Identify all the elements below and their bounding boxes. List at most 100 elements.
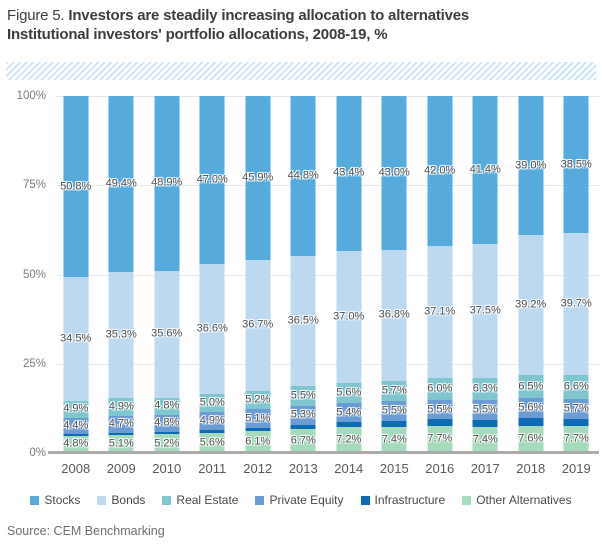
bar-stack	[108, 96, 134, 453]
bar-segment-bonds	[108, 272, 134, 399]
segment-label-bonds: 35.3%	[105, 328, 137, 341]
segment-label-stocks: 42.0%	[424, 164, 456, 177]
bar-segment-bonds	[290, 255, 316, 387]
segment-label-other-alternatives: 5.1%	[108, 437, 134, 450]
bar-segment-other-alternatives	[154, 434, 180, 453]
bar-stack	[472, 96, 498, 453]
bar-segment-private-equity	[245, 409, 271, 428]
figure-title: Figure 5. Investors are steadily increas…	[7, 6, 469, 44]
segment-label-stocks: 44.8%	[287, 169, 319, 182]
bar-segment-stocks	[427, 96, 453, 246]
segment-label-other-alternatives: 7.4%	[472, 433, 498, 446]
bar-stack	[290, 96, 316, 453]
legend: Stocks Bonds Real Estate Private Equity Infr…	[0, 493, 602, 507]
bar-segment-stocks	[518, 96, 544, 236]
legend-label-private-equity: Private Equity	[269, 493, 344, 507]
segment-label-private-equity: 5.3%	[290, 408, 316, 421]
segment-label-bonds: 34.5%	[60, 332, 92, 345]
y-axis-tick-25: 25%	[22, 357, 46, 370]
segment-label-other-alternatives: 7.4%	[381, 433, 407, 446]
x-axis-label-2008: 2008	[61, 461, 91, 476]
segment-label-private-equity: 5.4%	[336, 406, 362, 419]
bar-segment-stocks	[154, 96, 180, 271]
segment-label-real-estate: 5.5%	[290, 389, 316, 402]
bar-stack	[427, 96, 453, 453]
bar-segment-private-equity	[199, 412, 225, 430]
segment-label-real-estate: 4.8%	[154, 399, 180, 412]
segment-label-real-estate: 6.6%	[563, 380, 589, 393]
bar-segment-infrastructure	[63, 433, 89, 436]
bar-segment-infrastructure	[154, 431, 180, 435]
segment-label-bonds: 36.8%	[378, 308, 410, 321]
bar-segment-bonds	[427, 245, 453, 379]
y-axis-tick-50: 50%	[22, 268, 46, 281]
segment-label-bonds: 37.5%	[469, 304, 501, 317]
legend-item-real-estate: Real Estate	[162, 493, 238, 507]
segment-label-stocks: 49.4%	[105, 177, 137, 190]
bar-column-2011: 5.6% 4.9% 5.0% 36.6% 47.0% 2011	[190, 96, 236, 476]
legend-item-infrastructure: Infrastructure	[360, 493, 445, 507]
legend-swatch-infrastructure	[360, 495, 370, 505]
bar-segment-infrastructure	[563, 419, 589, 426]
bar-stack	[563, 96, 589, 453]
title-main: Investors are steadily increasing alloca…	[68, 7, 470, 24]
bar-segment-bonds	[199, 263, 225, 395]
bar-segment-real-estate	[381, 380, 407, 402]
legend-swatch-bonds	[97, 495, 107, 505]
bar-stack	[381, 96, 407, 453]
bar-segment-bonds	[63, 277, 89, 401]
bar-segment-private-equity	[63, 418, 89, 434]
segment-label-real-estate: 6.3%	[472, 382, 498, 395]
bar-segment-infrastructure	[472, 419, 498, 427]
x-axis-label-2013: 2013	[288, 461, 318, 476]
bar-stack	[518, 96, 544, 453]
title-prefix: Figure 5.	[7, 7, 69, 24]
bar-segment-stocks	[108, 96, 134, 273]
x-axis-label-2018: 2018	[516, 461, 546, 476]
x-axis-label-2011: 2011	[198, 461, 227, 476]
bar-segment-bonds	[245, 259, 271, 391]
bar-segment-private-equity	[154, 414, 180, 432]
segment-label-bonds: 36.6%	[196, 322, 228, 335]
bar-segment-private-equity	[336, 403, 362, 423]
segment-label-private-equity: 4.8%	[154, 416, 180, 429]
segment-label-real-estate: 6.0%	[427, 382, 453, 395]
legend-swatch-private-equity	[255, 495, 265, 505]
bar-column-2009: 5.1% 4.7% 4.9% 35.3% 49.4% 2009	[99, 96, 145, 476]
x-axis-label-2009: 2009	[106, 461, 136, 476]
segment-label-stocks: 39.0%	[515, 159, 547, 172]
legend-swatch-stocks	[30, 495, 40, 505]
segment-label-real-estate: 5.2%	[245, 393, 271, 406]
bar-segment-real-estate	[427, 378, 453, 400]
segment-label-private-equity: 5.5%	[427, 403, 453, 416]
gridline-100	[55, 96, 599, 97]
x-axis-label-2012: 2012	[243, 461, 273, 476]
bar-segment-infrastructure	[381, 420, 407, 427]
segment-label-private-equity: 5.5%	[381, 404, 407, 417]
bar-column-2014: 7.2% 5.4% 5.6% 37.0% 43.4% 2014	[326, 96, 372, 476]
bar-segment-bonds	[563, 233, 589, 376]
segment-label-real-estate: 6.5%	[518, 380, 544, 393]
bar-segment-other-alternatives	[245, 431, 271, 453]
legend-swatch-other-alternatives	[462, 495, 472, 505]
bar-column-2019: 7.7% 5.7% 6.6% 39.7% 38.5% 2019	[554, 96, 600, 476]
bar-segment-other-alternatives	[290, 429, 316, 453]
segment-label-real-estate: 5.7%	[381, 384, 407, 397]
bar-segment-infrastructure	[290, 424, 316, 430]
legend-label-stocks: Stocks	[44, 493, 81, 507]
bar-segment-other-alternatives	[427, 425, 453, 453]
segment-label-other-alternatives: 7.7%	[563, 432, 589, 445]
bar-segment-infrastructure	[108, 432, 134, 435]
gridline-25	[55, 363, 599, 365]
segment-label-stocks: 41.4%	[469, 163, 501, 176]
segment-label-real-estate: 4.9%	[108, 400, 134, 413]
bar-stack	[63, 96, 89, 453]
bar-segment-stocks	[381, 96, 407, 250]
segment-label-stocks: 43.4%	[333, 166, 365, 179]
bar-segment-bonds	[472, 243, 498, 378]
bar-segment-infrastructure	[245, 427, 271, 432]
bar-segment-infrastructure	[427, 419, 453, 426]
segment-label-private-equity: 5.5%	[472, 403, 498, 416]
